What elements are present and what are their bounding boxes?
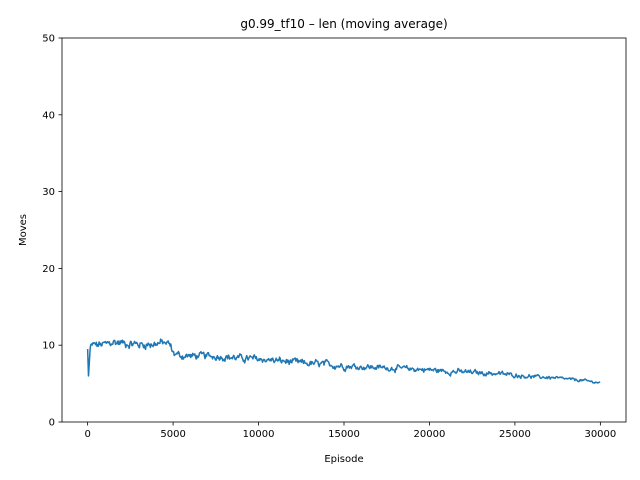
y-axis-label: Moves [18,214,29,246]
y-tick-label: 0 [49,418,55,429]
x-axis-label: Episode [324,454,363,465]
plot-area [86,338,601,384]
x-tick-label: 25000 [499,429,531,440]
y-tick-label: 10 [42,341,55,352]
x-tick-label: 20000 [414,429,446,440]
y-tick-label: 20 [42,264,55,275]
series-line [86,338,601,384]
x-tick-label: 30000 [584,429,616,440]
y-tick-label: 40 [42,110,55,121]
x-tick-label: 10000 [243,429,275,440]
chart-title: g0.99_tf10 – len (moving average) [240,17,447,31]
y-tick-label: 50 [42,34,55,45]
x-axis: 0 5000 10000 15000 20000 25000 30000 [84,422,616,440]
x-tick-label: 0 [84,429,90,440]
y-tick-label: 30 [42,187,55,198]
y-axis: 0 10 20 30 40 50 [42,34,62,429]
x-tick-label: 5000 [160,429,185,440]
x-tick-label: 15000 [328,429,360,440]
axes-frame [61,37,627,423]
